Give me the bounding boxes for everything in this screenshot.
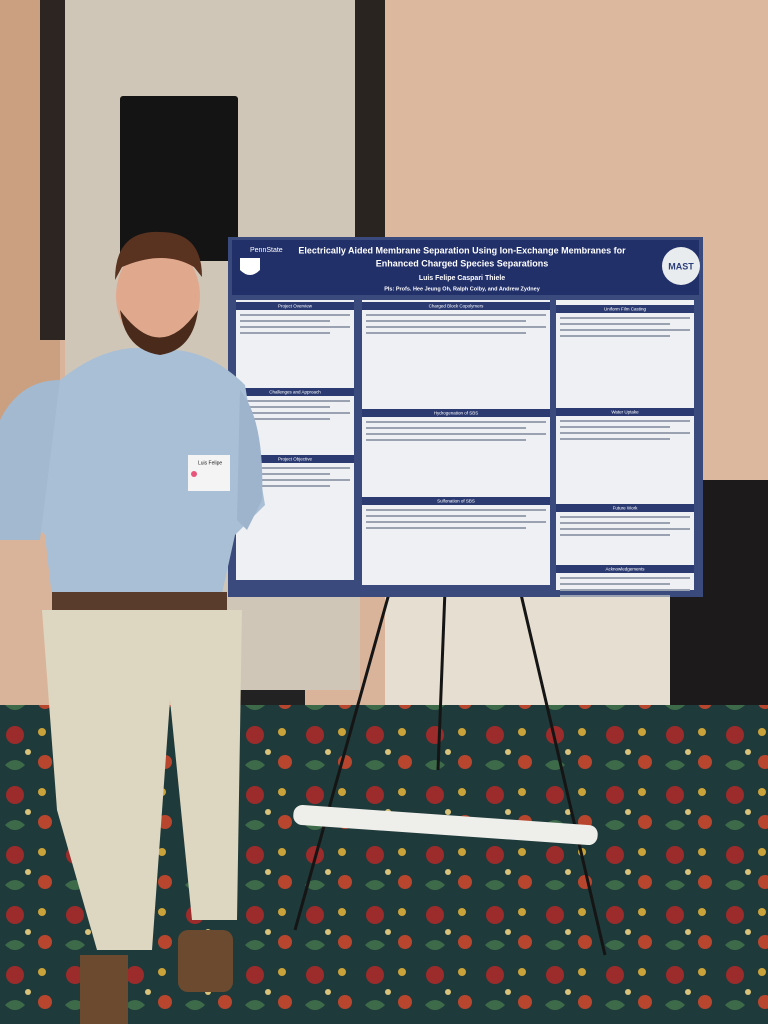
shield	[240, 258, 260, 275]
section-title: Hydrogenation of SBS	[434, 411, 479, 416]
text-line	[366, 421, 546, 423]
logo-text: PennState	[250, 247, 283, 254]
poster-pis: PIs: Profs. Hee Jeung Oh, Ralph Colby, a…	[384, 286, 540, 292]
section-title: Acknowledgements	[605, 567, 645, 572]
pants	[42, 610, 242, 950]
baseboard-wall	[385, 590, 675, 710]
arm	[237, 390, 263, 530]
section-title: Future Work	[613, 506, 638, 511]
logo-text: MAST	[668, 261, 694, 271]
text-line	[560, 516, 690, 518]
poster-tube	[293, 805, 598, 846]
text-line	[240, 400, 350, 402]
text-line	[560, 528, 690, 530]
text-line	[366, 527, 526, 529]
section-header	[362, 302, 550, 310]
section-title: Uniform Film Casting	[604, 307, 647, 312]
shoe	[178, 930, 233, 992]
text-line	[366, 427, 526, 429]
face	[116, 244, 200, 348]
text-line	[240, 406, 330, 408]
text-line	[240, 314, 350, 316]
text-line	[240, 485, 330, 487]
text-line	[366, 439, 526, 441]
text-line	[240, 418, 330, 420]
frame	[40, 0, 65, 340]
easel	[293, 589, 607, 956]
text-line	[560, 589, 690, 591]
section-header	[236, 302, 354, 310]
text-line	[366, 433, 546, 435]
text-line	[366, 521, 546, 523]
text-line	[366, 326, 546, 328]
section-title: Challenges and Approach	[269, 390, 321, 395]
badge-dot	[191, 471, 197, 477]
text-line	[366, 320, 526, 322]
mast-logo	[662, 247, 700, 285]
poster-author: Luis Felipe Caspari Thiele	[419, 275, 505, 282]
section-header	[362, 497, 550, 505]
text-line	[560, 432, 690, 434]
text-line	[560, 420, 690, 422]
text-line	[560, 595, 670, 597]
hair	[115, 231, 202, 280]
text-line	[560, 583, 670, 585]
speaker	[120, 96, 238, 261]
section-header	[556, 504, 694, 512]
text-line	[560, 522, 670, 524]
poster-title: Enhanced Charged Species Separations	[376, 258, 549, 268]
beard	[120, 310, 198, 355]
text-line	[560, 426, 670, 428]
badge-name: Luis Felipe	[198, 460, 222, 466]
shoe	[80, 955, 128, 1024]
section-header	[236, 388, 354, 396]
text-line	[240, 473, 330, 475]
shirt	[5, 348, 265, 625]
column	[556, 300, 694, 590]
person: Luis Felipe	[0, 231, 265, 1024]
poster-header	[232, 240, 699, 295]
poster-title: Electrically Aided Membrane Separation U…	[298, 245, 626, 255]
text-line	[240, 467, 350, 469]
arm	[0, 380, 60, 540]
section-title: Project Overview	[278, 304, 313, 309]
text-line	[240, 412, 350, 414]
section-header	[556, 408, 694, 416]
text-line	[560, 329, 690, 331]
text-line	[240, 479, 350, 481]
text-line	[560, 577, 690, 579]
text-line	[560, 323, 670, 325]
poster: PennState MAST Electrically Aided Membra…	[228, 237, 703, 597]
text-line	[560, 335, 670, 337]
text-line	[560, 534, 670, 536]
text-line	[240, 326, 350, 328]
text-line	[560, 317, 690, 319]
section-title: Project Objective	[278, 457, 313, 462]
text-line	[366, 515, 526, 517]
section-header	[236, 455, 354, 463]
text-line	[240, 332, 330, 334]
section-header	[556, 565, 694, 573]
section-title: Charged Block Copolymers	[429, 304, 485, 309]
text-line	[560, 438, 670, 440]
text-line	[366, 314, 546, 316]
section-title: Sulfonation of SBS	[437, 499, 475, 504]
section-header	[362, 409, 550, 417]
text-line	[366, 509, 546, 511]
text-line	[240, 320, 330, 322]
column	[362, 300, 550, 585]
section-header	[556, 305, 694, 313]
text-line	[366, 332, 526, 334]
frame	[355, 0, 385, 240]
section-title: Water Uptake	[611, 410, 639, 415]
